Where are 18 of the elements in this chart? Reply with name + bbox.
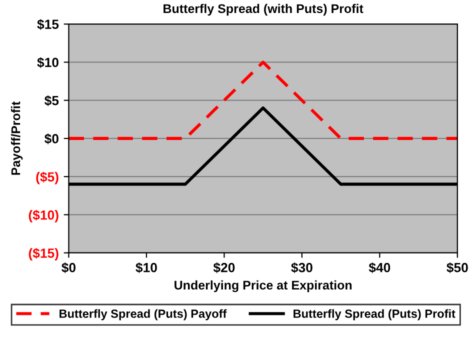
x-tick-label: $20 (213, 262, 235, 274)
legend-label: Butterfly Spread (Puts) Payoff (60, 309, 227, 320)
y-tick-label: $0 (44, 133, 58, 144)
x-tick-label: $50 (446, 262, 468, 274)
y-axis-title: Payoff/Profit (11, 101, 23, 175)
x-axis-title: Underlying Price at Expiration (174, 280, 352, 292)
y-tick-label: $5 (44, 95, 59, 106)
y-tick-label: ($10) (28, 210, 58, 222)
x-tick-label: $10 (136, 262, 157, 274)
x-tick-label: $0 (62, 262, 76, 274)
y-tick-label: $10 (37, 57, 58, 68)
x-tick-label: $40 (368, 262, 390, 274)
chart-title: Butterfly Spread (with Puts) Profit (164, 4, 364, 16)
y-tick-label: ($5) (36, 172, 58, 184)
y-tick-label: $15 (37, 19, 59, 30)
legend-label: Butterfly Spread (Puts) Profit (294, 309, 456, 320)
x-tick-label: $30 (291, 262, 312, 274)
y-tick-label: ($15) (28, 248, 58, 260)
